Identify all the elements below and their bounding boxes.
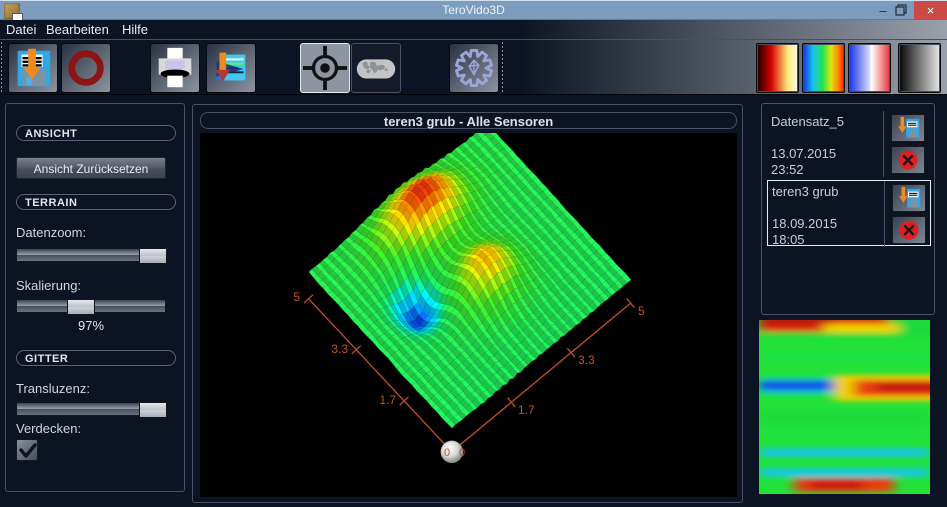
svg-text:0: 0: [444, 447, 450, 459]
svg-text:3.3: 3.3: [578, 353, 595, 367]
svg-text:0: 0: [459, 447, 465, 459]
svg-text:1.7: 1.7: [518, 403, 535, 417]
svg-text:3.3: 3.3: [331, 342, 348, 356]
svg-text:5: 5: [293, 290, 300, 304]
svg-text:5: 5: [638, 304, 645, 318]
svg-text:1.7: 1.7: [379, 393, 396, 407]
